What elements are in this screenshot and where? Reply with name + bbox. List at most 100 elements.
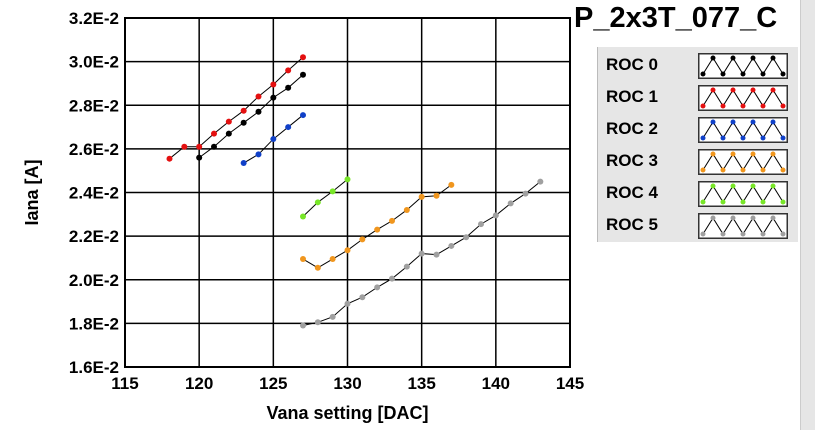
data-point — [522, 190, 529, 197]
legend-swatch — [698, 117, 788, 143]
legend-label: ROC 5 — [606, 215, 658, 234]
data-point — [418, 250, 425, 257]
data-point — [359, 294, 366, 301]
data-point — [300, 112, 306, 119]
data-point — [314, 264, 321, 271]
data-point — [225, 130, 232, 137]
data-point — [196, 143, 203, 150]
data-point — [270, 81, 277, 88]
data-point — [329, 256, 336, 263]
data-point — [344, 300, 351, 307]
data-point — [270, 136, 277, 143]
legend-item: ROC 4 — [598, 180, 798, 207]
x-tick-label: 125 — [259, 374, 287, 393]
data-point — [418, 193, 425, 200]
series-roc-4 — [300, 176, 351, 220]
data-point — [448, 242, 455, 249]
x-tick-label: 130 — [333, 374, 361, 393]
data-point — [314, 319, 321, 326]
series-roc-1 — [166, 54, 306, 162]
data-point — [300, 54, 306, 61]
data-point — [344, 247, 351, 254]
y-tick-label: 3.0E-2 — [69, 53, 119, 72]
data-point — [225, 118, 232, 125]
data-point — [507, 200, 514, 207]
data-point — [389, 217, 395, 224]
x-tick-label: 135 — [407, 374, 435, 393]
legend-item: ROC 1 — [598, 84, 798, 111]
data-point — [300, 256, 306, 263]
legend-swatch — [698, 213, 788, 239]
data-point — [240, 107, 247, 114]
data-point — [448, 181, 455, 188]
data-point — [537, 178, 544, 185]
data-point — [403, 263, 410, 270]
y-tick-label: 2.6E-2 — [69, 140, 119, 159]
series-roc-5 — [300, 178, 544, 329]
data-point — [166, 155, 173, 162]
series-line — [169, 56, 304, 160]
data-point — [389, 275, 395, 282]
data-point — [181, 143, 188, 150]
y-tick-label: 2.4E-2 — [69, 184, 119, 203]
legend-label: ROC 2 — [606, 119, 658, 138]
data-point — [433, 192, 440, 199]
data-point — [285, 67, 292, 74]
legend-swatch — [698, 149, 788, 175]
legend-label: ROC 1 — [606, 87, 658, 106]
legend-swatch — [698, 181, 788, 207]
data-point — [240, 119, 247, 126]
legend-label: ROC 4 — [606, 183, 658, 202]
series-roc-3 — [300, 181, 455, 271]
y-tick-label: 1.6E-2 — [69, 358, 119, 377]
legend-label: ROC 0 — [606, 55, 658, 74]
y-tick-label: 1.8E-2 — [69, 314, 119, 333]
y-tick-label: 2.8E-2 — [69, 96, 119, 115]
x-tick-label: 120 — [185, 374, 213, 393]
x-axis-label: Vana setting [DAC] — [266, 403, 428, 423]
x-tick-label: 140 — [482, 374, 510, 393]
data-point — [300, 71, 306, 78]
legend-item: ROC 3 — [598, 148, 798, 175]
series-roc-0 — [196, 71, 306, 161]
y-tick-label: 2.2E-2 — [69, 227, 119, 246]
data-point — [329, 313, 336, 320]
series-roc-2 — [240, 112, 306, 167]
data-point — [285, 84, 292, 91]
data-point — [255, 108, 262, 115]
y-axis-label: Iana [A] — [22, 159, 42, 225]
legend-label: ROC 3 — [606, 151, 658, 170]
data-point — [344, 176, 351, 183]
legend-swatch — [698, 53, 788, 79]
y-tick-label: 3.2E-2 — [69, 9, 119, 28]
data-point — [255, 93, 262, 100]
data-point — [374, 284, 381, 291]
legend-swatch — [698, 85, 788, 111]
data-point — [270, 94, 277, 101]
legend: ROC 0 ROC 1 ROC 2 ROC 3 ROC 4 ROC 5 — [597, 47, 798, 242]
x-tick-label: 145 — [556, 374, 584, 393]
data-point — [211, 143, 217, 150]
data-point — [240, 160, 247, 167]
data-point — [255, 151, 262, 158]
data-point — [285, 124, 292, 131]
data-point — [374, 226, 381, 233]
scrollbar[interactable] — [800, 0, 815, 430]
chart-title: P_2x3T_077_C — [574, 2, 778, 34]
data-point — [492, 212, 499, 219]
data-point — [211, 130, 217, 137]
y-tick-label: 2.0E-2 — [69, 271, 119, 290]
data-point — [463, 234, 470, 241]
data-point — [478, 221, 484, 228]
data-point — [300, 322, 306, 329]
data-point — [300, 213, 306, 220]
legend-item: ROC 5 — [598, 212, 798, 239]
legend-item: ROC 0 — [598, 52, 798, 79]
legend-item: ROC 2 — [598, 116, 798, 143]
data-point — [314, 199, 321, 206]
data-point — [329, 188, 336, 195]
data-point — [403, 206, 410, 213]
data-point — [359, 236, 366, 243]
series-line — [302, 179, 348, 217]
